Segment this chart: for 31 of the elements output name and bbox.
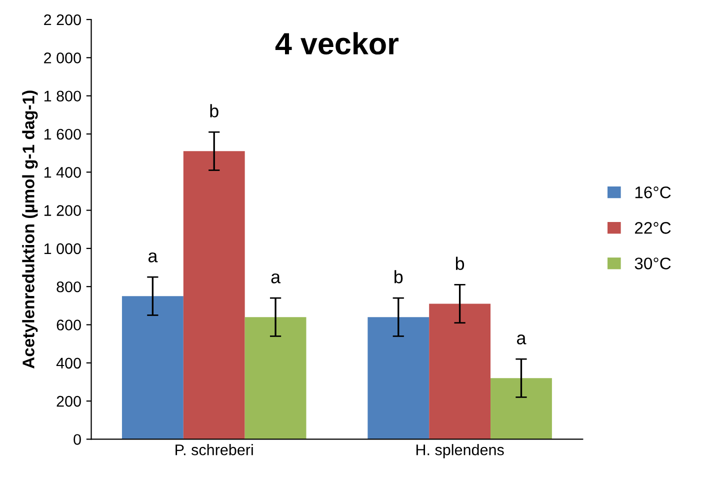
y-tick-label: 0 bbox=[74, 434, 81, 445]
y-axis-title: Acetylenreduktion (µmol g-1 dag-1) bbox=[22, 90, 38, 368]
bar bbox=[244, 317, 306, 440]
y-tick-label: 200 bbox=[56, 396, 81, 407]
y-tick-label: 1 600 bbox=[44, 128, 81, 140]
legend-label: 22°C bbox=[634, 222, 671, 234]
bar bbox=[490, 378, 552, 440]
data-label: b bbox=[394, 270, 403, 284]
bar bbox=[429, 304, 491, 440]
y-tick-label: 1 200 bbox=[44, 205, 81, 216]
y-tick-label: 600 bbox=[56, 320, 81, 330]
data-label: b bbox=[456, 256, 464, 270]
data-label: b bbox=[210, 104, 218, 118]
legend-label: 16°C bbox=[635, 186, 671, 198]
y-tick-label: 1 000 bbox=[44, 243, 81, 254]
x-tick-label: H. splendens bbox=[416, 444, 504, 458]
bar bbox=[122, 296, 184, 440]
bar bbox=[183, 151, 245, 440]
bar bbox=[368, 317, 430, 440]
y-tick-label: 2 000 bbox=[44, 52, 81, 64]
y-tick-label: 800 bbox=[56, 281, 81, 292]
y-tick-label: 1 400 bbox=[44, 167, 81, 178]
chart-title: 4 veckor bbox=[275, 32, 399, 55]
data-label: a bbox=[148, 252, 158, 262]
data-label: a bbox=[516, 334, 526, 344]
legend-label: 30°C bbox=[634, 258, 671, 270]
y-tick-label: 2 200 bbox=[44, 14, 81, 26]
y-tick-label: 1 800 bbox=[44, 90, 81, 102]
data-label: a bbox=[271, 273, 281, 284]
x-tick-label: P. schreberi bbox=[176, 444, 253, 456]
y-tick-label: 400 bbox=[56, 358, 81, 369]
